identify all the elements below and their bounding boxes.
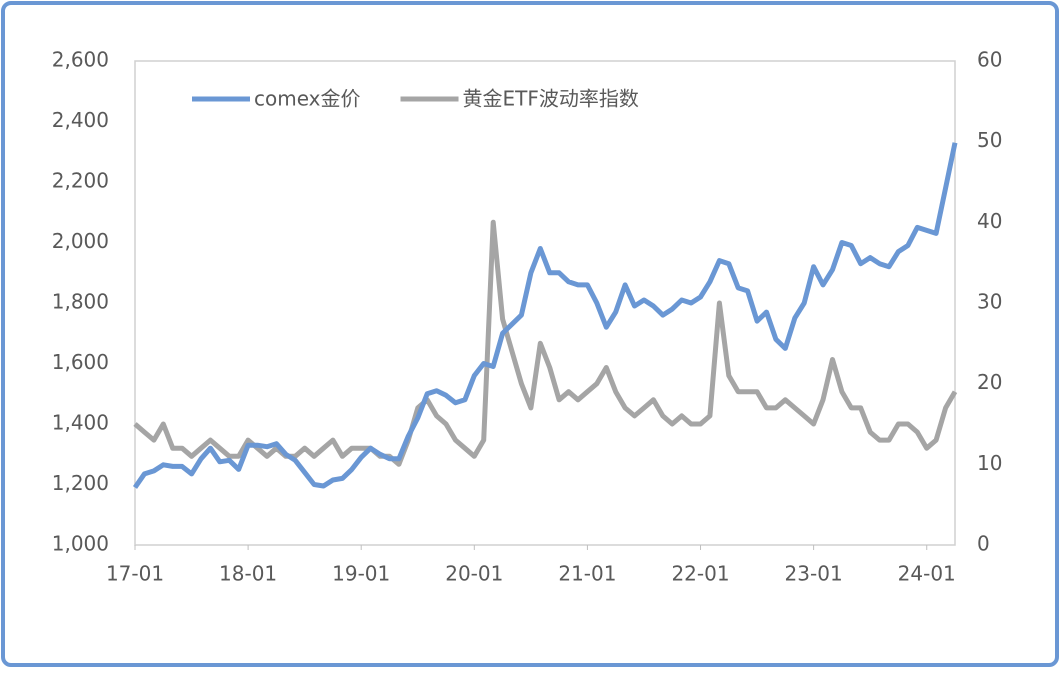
- y-tick-label: 1,000: [52, 532, 109, 556]
- y-tick-label: 2,000: [52, 229, 109, 253]
- x-tick-label: 17-01: [106, 562, 164, 586]
- y2-tick-label: 60: [977, 48, 1002, 72]
- y2-tick-label: 10: [977, 451, 1002, 475]
- y2-tick-label: 30: [977, 290, 1002, 314]
- y-tick-label: 1,400: [52, 411, 109, 435]
- x-tick-label: 22-01: [671, 562, 729, 586]
- x-tick-label: 24-01: [898, 562, 956, 586]
- y-tick-label: 1,600: [52, 350, 109, 374]
- series-line: [133, 219, 958, 467]
- y-tick-label: 2,200: [52, 169, 109, 193]
- y2-tick-label: 50: [977, 128, 1002, 152]
- y2-tick-label: 40: [977, 209, 1002, 233]
- legend-label: comex金价: [254, 87, 361, 111]
- legend-label: 黄金ETF波动率指数: [463, 87, 639, 111]
- y2-tick-label: 20: [977, 370, 1002, 394]
- x-tick-label: 19-01: [332, 562, 390, 586]
- y-tick-label: 1,200: [52, 471, 109, 495]
- y-tick-label: 1,800: [52, 290, 109, 314]
- x-tick-label: 23-01: [785, 562, 843, 586]
- x-tick-label: 18-01: [219, 562, 277, 586]
- y-tick-label: 2,600: [52, 48, 109, 72]
- series-line: [132, 142, 958, 489]
- plot-area: [134, 60, 956, 546]
- y-tick-label: 2,400: [52, 108, 109, 132]
- y2-tick-label: 0: [977, 532, 990, 556]
- x-tick-label: 20-01: [445, 562, 503, 586]
- x-tick-label: 21-01: [558, 562, 616, 586]
